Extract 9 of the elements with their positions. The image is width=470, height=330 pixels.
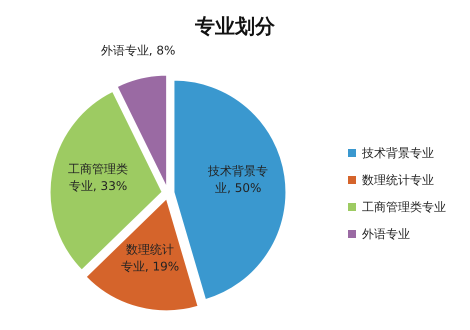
data-label: 数理统计专业, 19% [120,242,180,274]
chart-title: 专业划分 [194,14,276,38]
data-label: 技术背景专业, 50% [207,164,268,195]
data-label: 外语专业, 8% [100,43,176,58]
legend-label: 工商管理类专业 [362,200,446,214]
legend-label: 数理统计专业 [362,173,434,187]
legend-label: 技术背景专业 [361,146,434,160]
data-label: 工商管理类专业, 33% [68,162,128,193]
legend-label: 外语专业 [362,227,410,241]
